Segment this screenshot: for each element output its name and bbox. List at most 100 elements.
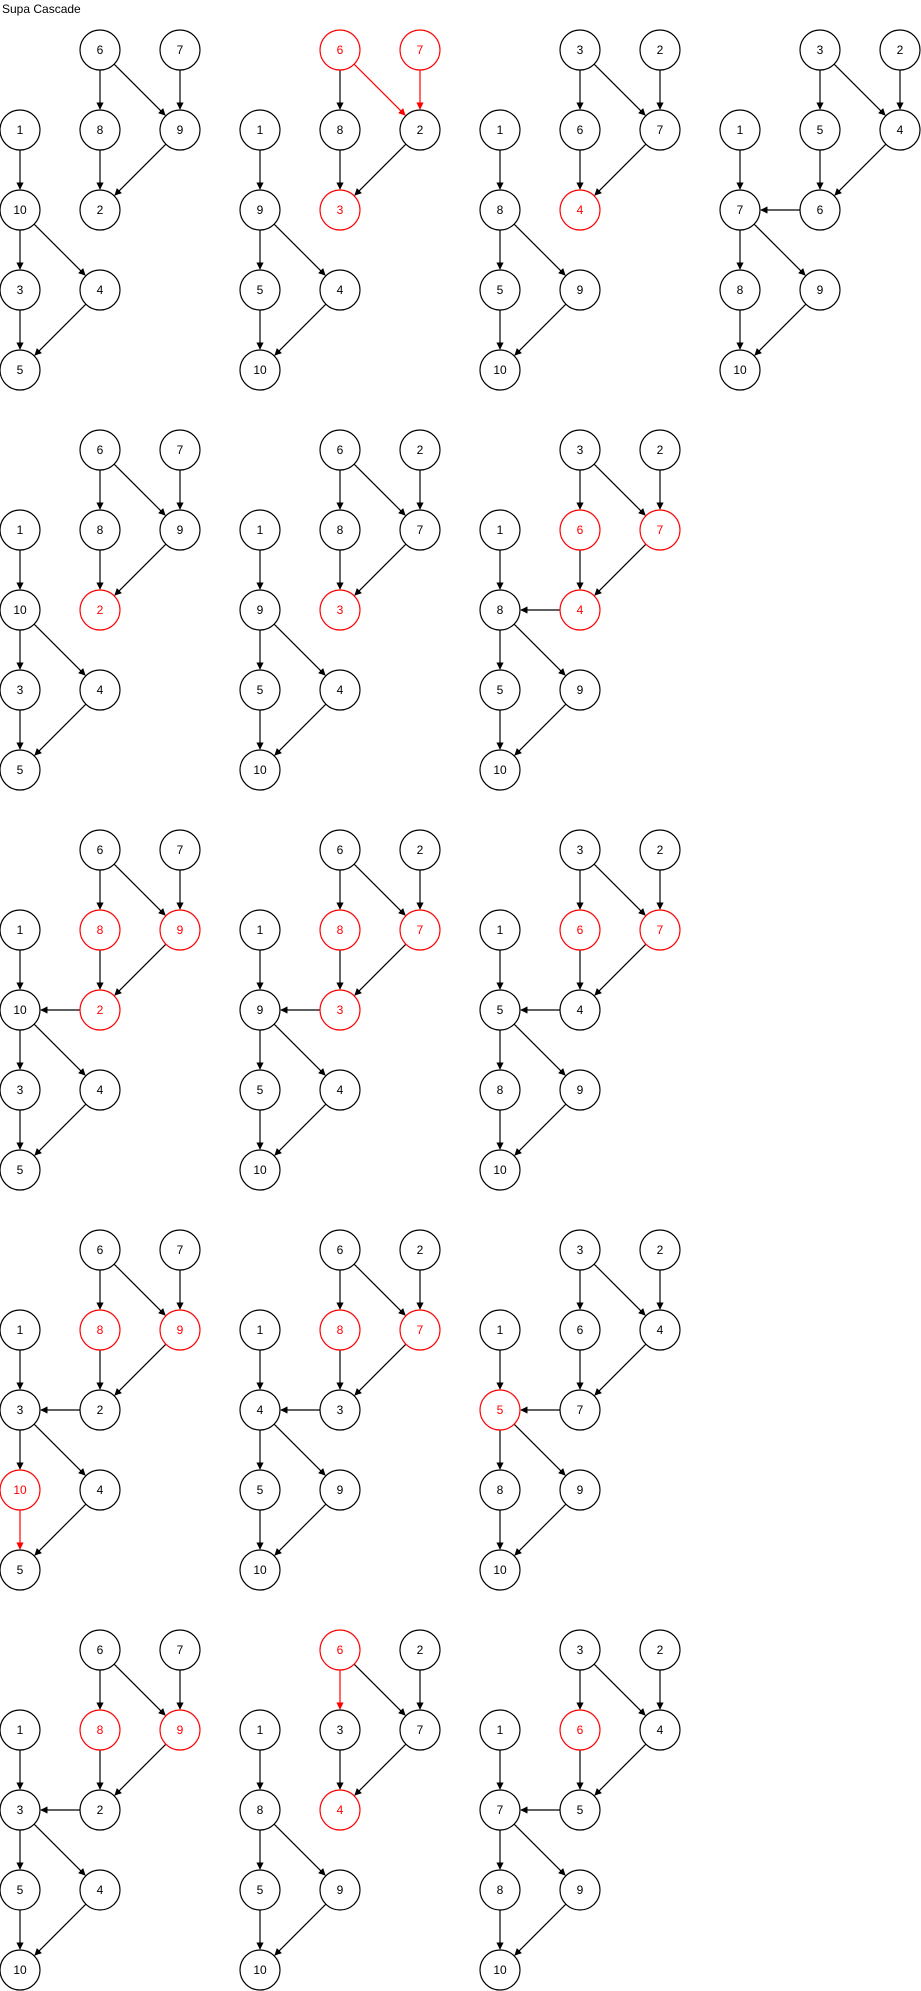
- node-label: 9: [337, 1483, 344, 1497]
- node-label: 2: [657, 43, 664, 57]
- node-label: 8: [497, 603, 504, 617]
- graph-node: 8: [319, 109, 361, 151]
- edge-arrow: [113, 1263, 166, 1316]
- node-label: 6: [337, 443, 344, 457]
- graph-node: 1: [239, 1709, 281, 1751]
- graph-node: 8: [79, 909, 121, 951]
- node-circle: [159, 509, 201, 551]
- edge-arrow: [354, 143, 407, 196]
- node-label: 6: [577, 123, 584, 137]
- node-circle: [79, 1629, 121, 1671]
- node-label: 10: [13, 203, 27, 217]
- node-circle: [319, 589, 361, 631]
- node-label: 10: [13, 1483, 27, 1497]
- graph-node: 3: [319, 989, 361, 1031]
- node-label: 2: [417, 443, 424, 457]
- graph-node: 2: [639, 429, 681, 471]
- cascade-graph-6: 6 2 1 8 7 3 9 5 4 10: [239, 429, 441, 791]
- cascade-graph-12: 6 2 1 8 7 4 3 5 9 10: [239, 1229, 441, 1591]
- node-circle: [639, 1309, 681, 1351]
- node-circle: [239, 909, 281, 951]
- graph-node: 10: [239, 1949, 281, 1991]
- node-label: 10: [493, 1963, 507, 1977]
- graph-node: 2: [79, 1389, 121, 1431]
- graph-node: 3: [559, 29, 601, 71]
- node-circle: [559, 269, 601, 311]
- graph-node: 7: [159, 29, 201, 71]
- node-circle: [559, 109, 601, 151]
- graph-node: 7: [479, 1789, 521, 1831]
- node-label: 3: [577, 443, 584, 457]
- node-label: 10: [253, 1563, 267, 1577]
- graph-node: 5: [239, 1869, 281, 1911]
- node-label: 2: [97, 1803, 104, 1817]
- node-label: 8: [97, 1723, 104, 1737]
- node-label: 3: [577, 843, 584, 857]
- edge-arrow: [114, 143, 167, 196]
- node-label: 1: [497, 1323, 504, 1337]
- graph-node: 7: [639, 509, 681, 551]
- node-circle: [0, 189, 41, 231]
- node-label: 2: [417, 1643, 424, 1657]
- edge-arrow: [113, 1663, 166, 1716]
- node-circle: [319, 189, 361, 231]
- graph-node: 10: [479, 349, 521, 391]
- edge-arrow: [353, 1663, 406, 1716]
- node-circle: [0, 589, 41, 631]
- node-label: 10: [253, 763, 267, 777]
- graph-node: 5: [239, 1469, 281, 1511]
- graph-node: 7: [399, 909, 441, 951]
- node-label: 8: [497, 1883, 504, 1897]
- node-circle: [319, 1469, 361, 1511]
- graph-node: 6: [799, 189, 841, 231]
- node-label: 6: [577, 523, 584, 537]
- graph-node: 10: [239, 749, 281, 791]
- graph-node: 7: [559, 1389, 601, 1431]
- edge-arrow: [353, 863, 406, 916]
- node-circle: [719, 349, 761, 391]
- node-label: 7: [417, 523, 424, 537]
- node-label: 10: [13, 1003, 27, 1017]
- node-label: 4: [97, 683, 104, 697]
- node-label: 3: [17, 683, 24, 697]
- node-label: 4: [257, 1403, 264, 1417]
- node-circle: [239, 509, 281, 551]
- node-label: 5: [497, 1403, 504, 1417]
- node-circle: [479, 589, 521, 631]
- edge-arrow: [34, 1503, 87, 1556]
- node-label: 6: [337, 843, 344, 857]
- cascade-graph-7: 3 2 1 6 7 8 4 5 9 10: [479, 429, 681, 791]
- node-circle: [79, 829, 121, 871]
- node-label: 9: [257, 1003, 264, 1017]
- node-label: 6: [577, 1723, 584, 1737]
- graph-node: 8: [479, 1069, 521, 1111]
- node-label: 5: [497, 283, 504, 297]
- graph-node: 4: [79, 269, 121, 311]
- node-circle: [79, 1869, 121, 1911]
- node-circle: [319, 109, 361, 151]
- edge-arrow: [513, 1823, 566, 1876]
- node-label: 9: [177, 1323, 184, 1337]
- node-circle: [239, 269, 281, 311]
- edge-arrow: [33, 1023, 86, 1076]
- node-circle: [79, 1789, 121, 1831]
- node-label: 6: [817, 203, 824, 217]
- node-circle: [719, 109, 761, 151]
- graph-node: 6: [559, 1709, 601, 1751]
- edge-arrow: [34, 1103, 87, 1156]
- node-circle: [799, 109, 841, 151]
- edge-arrow: [33, 223, 86, 276]
- node-label: 5: [497, 1003, 504, 1017]
- node-circle: [559, 1229, 601, 1271]
- node-circle: [559, 1309, 601, 1351]
- node-label: 1: [257, 1323, 264, 1337]
- node-circle: [239, 1709, 281, 1751]
- node-circle: [399, 1709, 441, 1751]
- node-label: 4: [97, 1083, 104, 1097]
- edge-arrow: [593, 63, 646, 116]
- graph-node: 6: [79, 29, 121, 71]
- page-title: Supa Cascade: [2, 2, 81, 16]
- node-label: 10: [493, 1563, 507, 1577]
- cascade-graph-11: 6 7 1 8 9 3 2 10 4 5: [0, 1229, 201, 1591]
- graph-node: 1: [239, 1309, 281, 1351]
